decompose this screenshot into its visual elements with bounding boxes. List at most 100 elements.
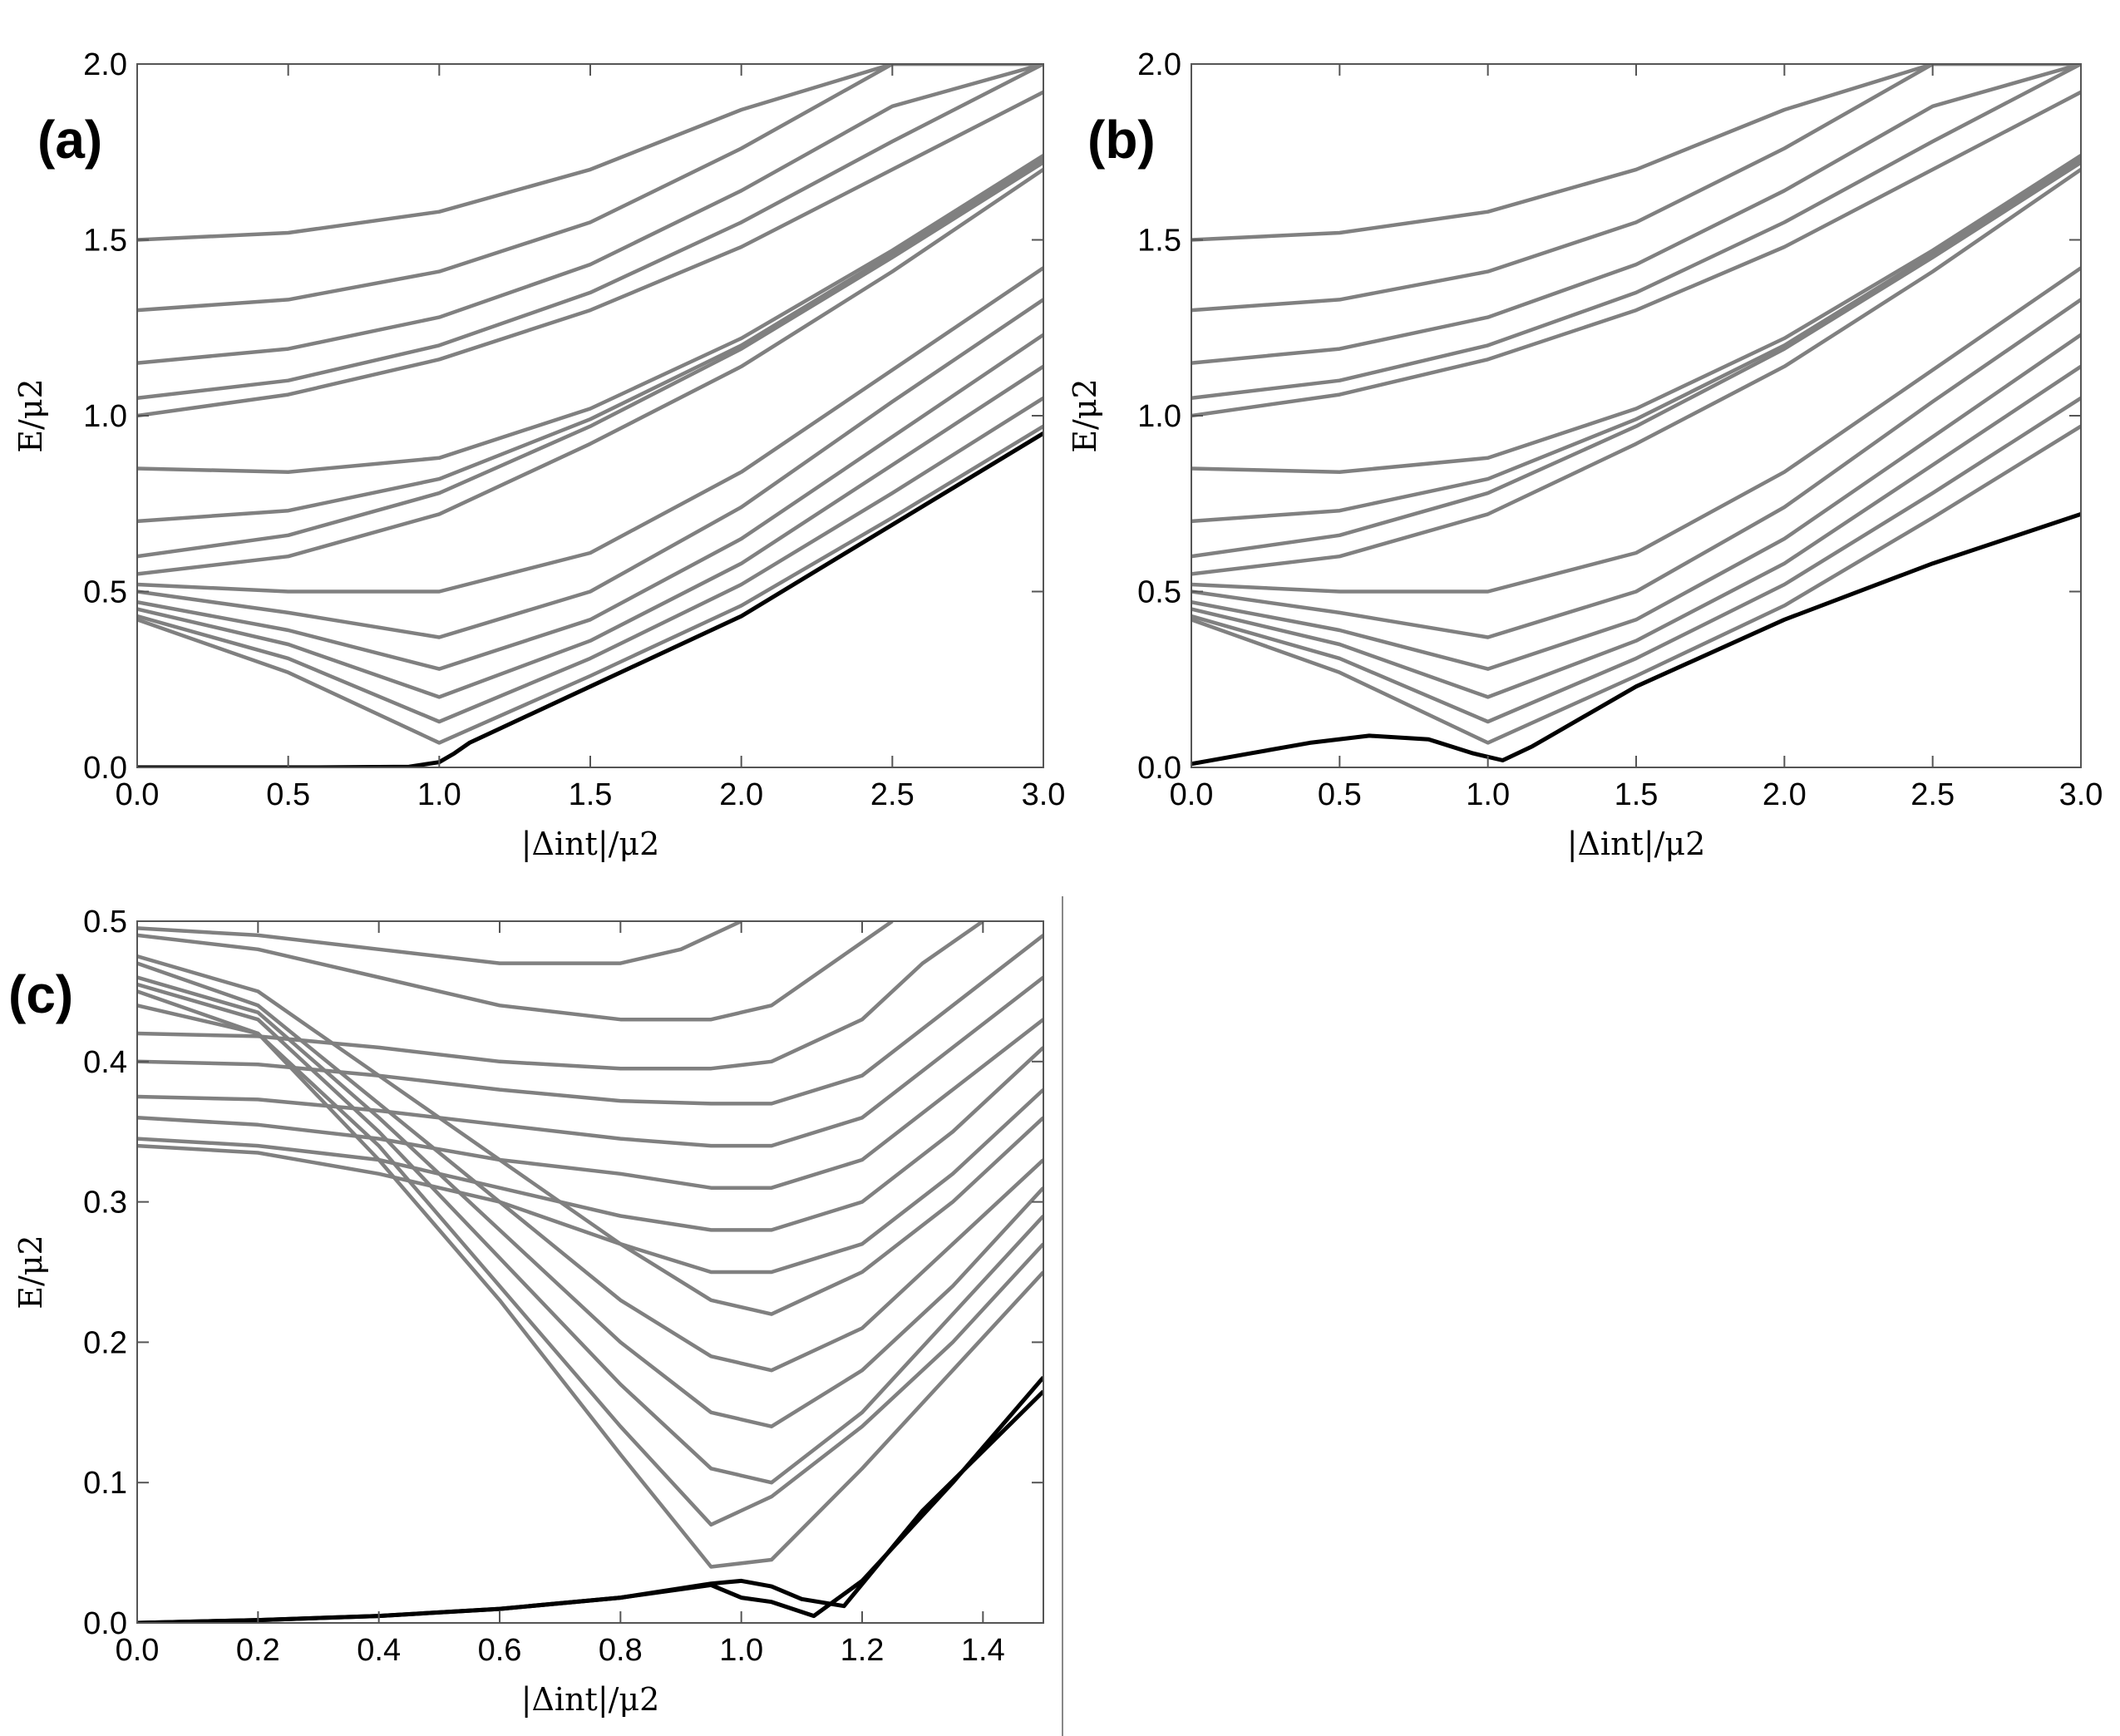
x-tick-label: 0.2 [236, 1633, 280, 1668]
x-tick-label: 1.5 [569, 777, 613, 812]
y-tick-label: 0.5 [83, 905, 127, 940]
x-axis-label: |Δint|/μ2 [521, 826, 660, 862]
series-line [137, 168, 1043, 576]
series-line [137, 982, 1043, 1485]
series-line [137, 157, 1043, 524]
x-tick-label: 0.5 [266, 777, 310, 812]
y-tick-label: 0.0 [1137, 751, 1181, 786]
y-tick-label: 0.4 [83, 1045, 127, 1080]
x-tick-label: 1.4 [961, 1633, 1005, 1668]
x-tick-label: 0.5 [1318, 777, 1362, 812]
chart-panel-2: 0.0 0.5 1.0 1.5 2.0 2.5 3.0 0.0 0.5 1.0 1.5 2.0 |Δin… [1067, 47, 2103, 862]
series-line [137, 1087, 1043, 1275]
series-line [1191, 64, 2081, 313]
series-line [1191, 64, 2081, 401]
series-line [137, 975, 1043, 1428]
x-tick-label: 0.4 [357, 1633, 401, 1668]
x-tick-label: 0.8 [599, 1633, 643, 1668]
y-tick-label: 0.3 [83, 1186, 127, 1221]
x-tick-label: 2.0 [1763, 777, 1807, 812]
lowest-series-line [137, 1389, 1043, 1623]
series-line [1191, 364, 2081, 699]
series-line [1191, 266, 2081, 594]
series-line [1191, 157, 2081, 524]
series-line [137, 921, 742, 965]
y-tick-label: 0.1 [83, 1466, 127, 1501]
series-line [137, 396, 1043, 724]
series-line [1191, 396, 2081, 724]
series-line [137, 333, 1043, 671]
series-line [137, 989, 1043, 1527]
panel-label: (c) [8, 964, 73, 1024]
panel-label: (b) [1087, 110, 1156, 170]
x-axis-label: |Δint|/μ2 [1567, 826, 1706, 862]
x-tick-label: 2.5 [870, 777, 915, 812]
series-line [137, 1004, 1043, 1569]
series-line [137, 90, 1043, 418]
x-tick-label: 3.0 [2059, 777, 2103, 812]
series-line [137, 1046, 1043, 1232]
series-line [137, 975, 1043, 1148]
chart-panel-1: 0.0 0.5 1.0 1.5 2.0 2.5 3.0 0.0 0.5 1.0 1.5 2.0 |Δin… [12, 47, 1065, 862]
series-line [137, 364, 1043, 699]
series-line [137, 298, 1043, 639]
y-tick-label: 2.0 [83, 47, 127, 82]
x-tick-label: 2.0 [719, 777, 763, 812]
x-tick-label: 0.0 [116, 1633, 160, 1668]
series-line [137, 921, 984, 1071]
y-axis-label: E/μ2 [12, 1235, 49, 1309]
series-line [137, 1018, 1043, 1190]
x-tick-label: 1.0 [1466, 777, 1510, 812]
x-tick-label: 1.0 [417, 777, 461, 812]
series-line [1191, 154, 2081, 474]
y-tick-label: 2.0 [1137, 47, 1181, 82]
y-tick-label: 0.0 [83, 1606, 127, 1641]
series-line [1191, 333, 2081, 671]
series-line [1191, 90, 2081, 418]
series-line [137, 64, 1043, 401]
y-tick-label: 0.2 [83, 1325, 127, 1360]
series-group [137, 64, 1043, 767]
y-tick-label: 0.0 [83, 751, 127, 786]
y-axis-label: E/μ2 [1067, 378, 1103, 452]
series-line [1191, 64, 2081, 242]
x-tick-label: 0.0 [116, 777, 160, 812]
series-line [1191, 168, 2081, 576]
series-line [137, 961, 1043, 1373]
panel-label: (a) [37, 110, 102, 170]
y-tick-label: 1.0 [1137, 399, 1181, 434]
x-tick-label: 3.0 [1022, 777, 1066, 812]
series-line [137, 954, 1043, 1316]
series-line [137, 64, 1043, 365]
x-tick-label: 0.0 [1170, 777, 1214, 812]
series-line [137, 921, 894, 1022]
series-line [137, 64, 1043, 313]
series-line [1191, 64, 2081, 365]
lowest-series-line [137, 432, 1043, 767]
x-tick-label: 1.0 [719, 1633, 763, 1668]
plot-frame [136, 920, 1044, 1624]
x-tick-label: 1.2 [841, 1633, 885, 1668]
series-group [137, 921, 1043, 1623]
y-tick-label: 0.5 [1137, 575, 1181, 610]
series-line [137, 160, 1043, 559]
y-tick-label: 1.5 [1137, 224, 1181, 259]
x-axis-label: |Δint|/μ2 [521, 1681, 660, 1718]
series-line [1191, 424, 2081, 745]
series-line [137, 934, 1043, 1106]
y-tick-label: 1.0 [83, 399, 127, 434]
series-line [1191, 160, 2081, 559]
y-axis-label: E/μ2 [12, 378, 49, 452]
x-tick-label: 1.5 [1615, 777, 1659, 812]
y-tick-label: 1.5 [83, 224, 127, 259]
series-group [1191, 64, 2081, 767]
x-tick-label: 2.5 [1910, 777, 1955, 812]
series-line [137, 266, 1043, 594]
y-tick-label: 0.5 [83, 575, 127, 610]
series-line [137, 424, 1043, 745]
series-line [137, 64, 1043, 242]
lowest-series-line [137, 1375, 1043, 1623]
series-line [1191, 298, 2081, 639]
series-line [137, 154, 1043, 474]
